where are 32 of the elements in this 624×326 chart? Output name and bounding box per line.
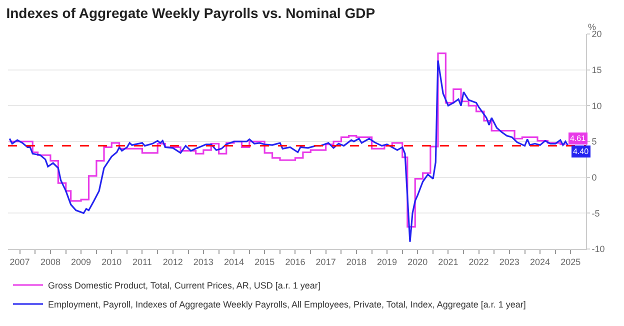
y-tick-label: -10 xyxy=(592,244,605,254)
x-tick-label: 2023 xyxy=(499,256,520,267)
x-tick-label: 2024 xyxy=(530,256,550,267)
x-tick-label: 2022 xyxy=(468,256,489,267)
x-tick-label: 2011 xyxy=(132,256,152,267)
x-tick-label: 2016 xyxy=(285,256,306,267)
y-tick-label: 5 xyxy=(592,136,597,147)
x-tick-label: 2012 xyxy=(162,256,183,267)
x-tick-label: 2014 xyxy=(224,256,244,267)
x-tick-label: 2017 xyxy=(316,256,336,267)
x-tick-label: 2020 xyxy=(408,256,428,267)
x-tick-label: 2008 xyxy=(40,256,60,267)
x-tick-label: 2021 xyxy=(438,256,458,267)
x-tick-label: 2013 xyxy=(193,256,214,267)
x-tick-label: 2015 xyxy=(254,256,275,267)
x-tick-label: 2007 xyxy=(10,256,30,267)
legend-label: Employment, Payroll, Indexes of Aggregate Weekly Payrolls, All Employees, Private, Total, Index, Aggregate [a.r. 1 year] xyxy=(48,300,526,310)
y-tick-label: -5 xyxy=(592,208,600,218)
y-tick-label: 0 xyxy=(592,172,597,182)
y-axis-title: % xyxy=(588,22,596,32)
x-tick-label: 2009 xyxy=(71,256,92,267)
chart-title: Indexes of Aggregate Weekly Payrolls vs. Nominal GDP xyxy=(6,4,376,21)
y-tick-label: 20 xyxy=(592,29,602,40)
x-tick-label: 2025 xyxy=(560,256,581,267)
y-tick-label: 15 xyxy=(592,64,602,75)
legend-label: Gross Domestic Product, Total, Current Prices, AR, USD [a.r. 1 year] xyxy=(48,280,320,291)
y-tick-label: 10 xyxy=(592,100,602,111)
x-tick-label: 2018 xyxy=(346,256,366,267)
data-label: 4.61 xyxy=(570,134,586,143)
x-tick-label: 2010 xyxy=(102,256,122,267)
x-tick-label: 2019 xyxy=(376,256,397,267)
data-label: 4.40 xyxy=(573,147,590,156)
